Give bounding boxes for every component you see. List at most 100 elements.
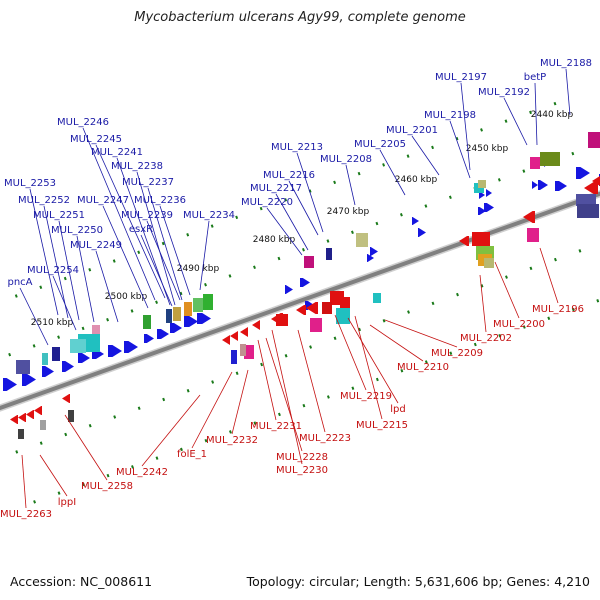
reverse-label-leader — [384, 319, 458, 348]
reverse-gene-label: MUL_2210 — [397, 362, 449, 373]
forward-label-leader — [379, 149, 406, 196]
reverse-label-leader — [354, 315, 383, 420]
forward-gene-arrow — [478, 207, 486, 215]
forward-gene-arrow-small — [412, 217, 419, 225]
forward-gene-label: MUL_2249 — [70, 240, 122, 251]
forward-label-leader — [95, 144, 166, 299]
reverse-gene-arrow — [10, 415, 18, 424]
forward-label-leader — [147, 187, 183, 301]
forward-feature-box — [588, 132, 600, 148]
reverse-gene-label: MUL_2231 — [250, 421, 302, 432]
forward-gene-arrow — [370, 247, 378, 256]
reverse-feature-box — [340, 297, 350, 309]
scale-label: 2470 kbp — [327, 207, 370, 217]
forward-feature-box — [52, 347, 60, 361]
reverse-gene-arrow — [459, 236, 469, 246]
reverse-gene-label: folE_1 — [177, 449, 207, 460]
reverse-label-leader — [39, 454, 68, 497]
reverse-gene-label: MUL_2232 — [206, 435, 258, 446]
reverse-feature-box — [373, 293, 381, 303]
forward-label-leader — [345, 164, 356, 206]
forward-gene-label: MUL_2247 — [77, 195, 129, 206]
forward-gene-arrow — [157, 329, 169, 339]
forward-gene-arrow — [62, 361, 74, 372]
reverse-label-leader — [479, 274, 487, 333]
forward-label-leader — [503, 97, 528, 146]
accession-text: Accession: NC_008611 — [10, 574, 153, 589]
reverse-label-leader — [297, 329, 326, 433]
forward-gene-arrow — [78, 353, 90, 363]
forward-label-leader — [565, 68, 571, 116]
forward-label-leader — [76, 235, 95, 323]
reverse-gene-label: MUL_2209 — [431, 348, 483, 359]
reverse-gene-label: lppI — [58, 497, 76, 508]
forward-gene-label: MUL_2205 — [354, 139, 406, 150]
forward-label-leader — [136, 171, 176, 306]
forward-feature-box — [173, 307, 181, 321]
forward-gene-label: MUL_2253 — [4, 178, 56, 189]
forward-gene-label: MUL_2208 — [320, 154, 372, 165]
reverse-gene-label: MUL_2242 — [116, 467, 168, 478]
forward-label-leader — [29, 188, 59, 316]
forward-feature-box — [356, 233, 368, 247]
reverse-gene-arrow — [584, 182, 598, 194]
reverse-feature-box — [40, 420, 46, 430]
tick-track-2 — [0, 148, 585, 360]
forward-gene-arrow — [367, 254, 374, 262]
genome-summary: Topology: circular; Length: 5,631,606 bp… — [246, 574, 590, 589]
forward-feature-box — [42, 353, 48, 365]
reverse-feature-box — [336, 308, 350, 324]
reverse-label-leader — [494, 261, 520, 319]
forward-gene-label: MUL_2251 — [33, 210, 85, 221]
forward-label-leader — [411, 135, 440, 176]
reverse-gene-arrow — [34, 406, 42, 415]
forward-label-leader — [266, 207, 303, 256]
forward-gene-arrow — [300, 278, 310, 287]
scale-label: 2510 kbp — [31, 318, 74, 328]
scale-label: 2440 kbp — [531, 110, 574, 120]
reverse-label-leader — [21, 454, 27, 509]
forward-gene-label: MUL_2220 — [241, 197, 293, 208]
forward-gene-label: MUL_2238 — [111, 161, 163, 172]
reverse-feature-box — [231, 350, 237, 364]
reverse-gene-label: MUL_2215 — [356, 420, 408, 431]
reverse-feature-box — [322, 302, 332, 314]
reverse-gene-arrow — [26, 410, 34, 419]
forward-gene-arrow-small — [486, 189, 492, 197]
forward-label-leader — [19, 287, 49, 346]
reverse-feature-box — [240, 344, 246, 356]
forward-feature-box — [143, 315, 151, 329]
scale-label: 2450 kbp — [466, 144, 509, 154]
forward-gene-label: MUL_2234 — [183, 210, 235, 221]
reverse-label-leader — [539, 247, 559, 304]
reverse-feature-box — [484, 258, 494, 268]
forward-gene-label: MUL_2250 — [51, 225, 103, 236]
scale-label: 2480 kbp — [253, 235, 296, 245]
reverse-gene-arrow — [62, 394, 70, 403]
forward-label-leader — [449, 120, 471, 179]
reverse-gene-label: MUL_2263 — [0, 509, 52, 520]
reverse-feature-box — [244, 345, 254, 359]
reverse-gene-arrow — [230, 331, 238, 341]
forward-label-leader — [288, 180, 319, 236]
reverse-label-leader — [334, 314, 367, 391]
forward-gene-arrow — [108, 345, 122, 357]
forward-feature-box — [166, 309, 172, 323]
reverse-gene-arrow — [306, 302, 318, 314]
forward-feature-box — [193, 298, 203, 312]
reverse-gene-arrow — [18, 413, 26, 422]
forward-gene-label: MUL_2236 — [134, 195, 186, 206]
forward-gene-label: pncA — [7, 277, 32, 288]
forward-label-leader — [52, 275, 77, 331]
forward-gene-label: MUL_2188 — [540, 58, 592, 69]
forward-label-leader — [159, 205, 191, 296]
reverse-gene-arrow — [523, 211, 535, 223]
reverse-feature-box — [18, 429, 24, 439]
scale-label: 2500 kbp — [105, 292, 148, 302]
reverse-gene-arrow — [296, 305, 306, 315]
forward-feature-box — [576, 194, 596, 206]
reverse-feature-box — [68, 410, 74, 422]
forward-gene-arrow — [576, 167, 590, 179]
backbone — [0, 191, 600, 411]
